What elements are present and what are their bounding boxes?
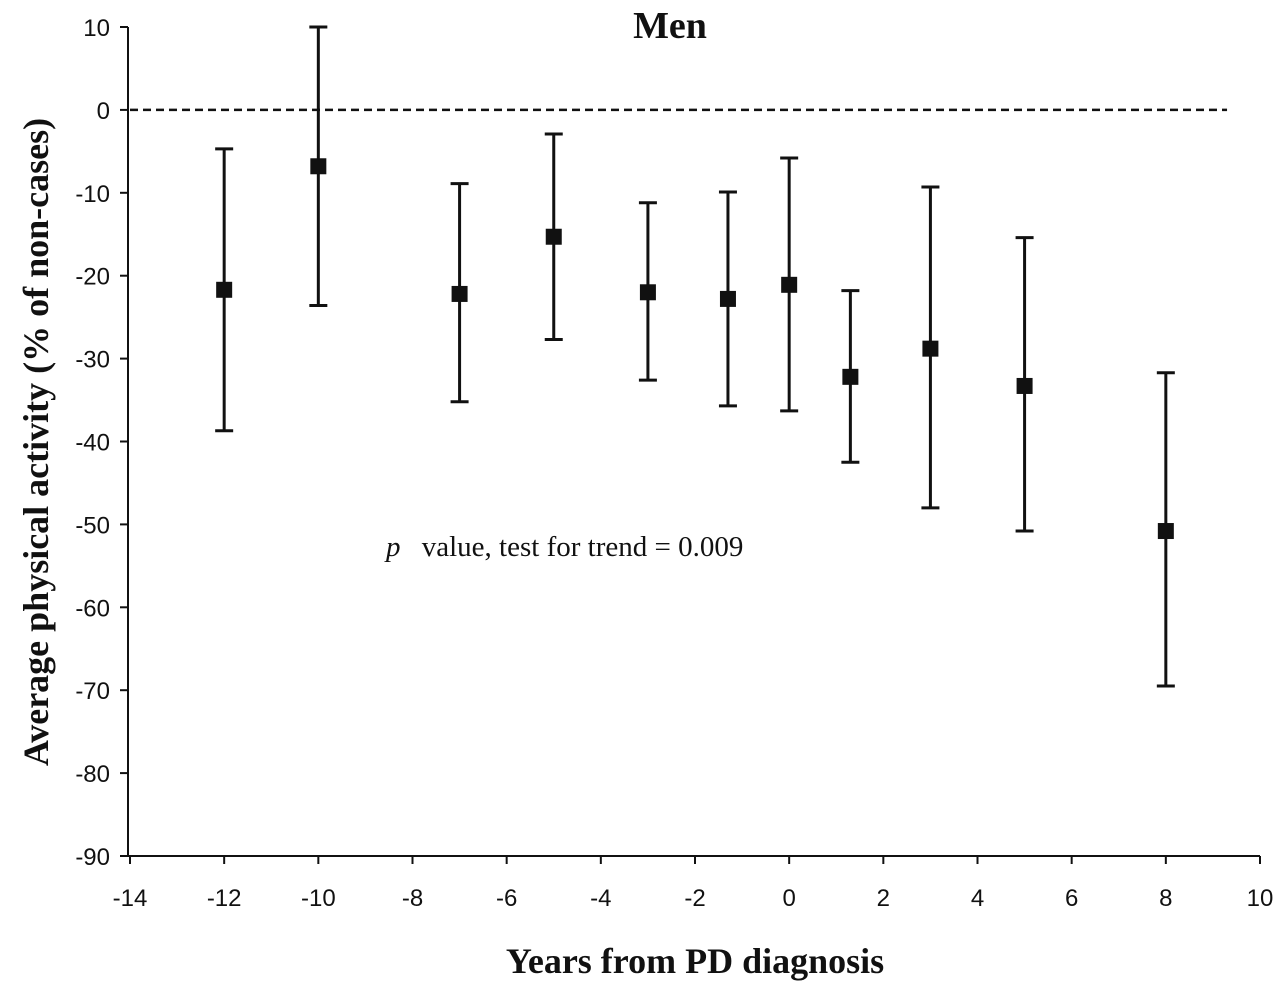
data-marks bbox=[215, 25, 1175, 688]
point-marker bbox=[1016, 377, 1033, 394]
point-marker bbox=[216, 281, 233, 298]
point-marker bbox=[719, 290, 736, 307]
x-tick-label: -12 bbox=[207, 885, 242, 912]
y-tick-label: -50 bbox=[75, 512, 110, 539]
y-tick-label: -70 bbox=[75, 678, 110, 705]
y-tick-label: -20 bbox=[75, 264, 110, 291]
y-tick-label: 0 bbox=[97, 98, 110, 125]
data-point bbox=[450, 182, 469, 404]
x-tick-label: 0 bbox=[782, 885, 795, 912]
y-tick-label: -10 bbox=[75, 181, 110, 208]
point-marker bbox=[922, 340, 939, 357]
x-tick-label: 6 bbox=[1065, 885, 1078, 912]
point-marker bbox=[1157, 523, 1174, 540]
x-tick-label: 10 bbox=[1247, 885, 1274, 912]
x-tick-label: -10 bbox=[301, 885, 336, 912]
x-tick-label: 2 bbox=[877, 885, 890, 912]
y-tick-label: -30 bbox=[75, 347, 110, 374]
x-tick-label: -8 bbox=[402, 885, 423, 912]
data-point bbox=[1015, 236, 1034, 533]
data-point bbox=[841, 289, 860, 464]
point-marker bbox=[781, 276, 798, 293]
point-marker bbox=[639, 284, 656, 301]
x-tick-label: 4 bbox=[971, 885, 984, 912]
y-tick-label: 10 bbox=[83, 15, 110, 42]
data-point bbox=[309, 25, 328, 308]
chart-title: Men bbox=[633, 5, 707, 47]
point-marker bbox=[451, 285, 468, 302]
axes bbox=[127, 27, 1260, 857]
x-axis-ticks: -14 -12 -10 -8 -6 -4 -2 0 2 4 6 8 10 bbox=[113, 856, 1274, 912]
y-tick-label: -40 bbox=[75, 430, 110, 457]
x-tick-label: -14 bbox=[113, 885, 148, 912]
data-point bbox=[921, 185, 940, 510]
data-point bbox=[544, 132, 563, 342]
y-tick-label: -60 bbox=[75, 595, 110, 622]
point-marker bbox=[310, 158, 327, 175]
x-tick-label: -6 bbox=[496, 885, 517, 912]
data-point bbox=[638, 201, 657, 382]
y-tick-label: -80 bbox=[75, 761, 110, 788]
data-point bbox=[215, 147, 234, 433]
point-marker bbox=[545, 228, 562, 245]
y-axis-title: Average physical activity (% of non-case… bbox=[16, 118, 56, 766]
x-tick-label: -2 bbox=[684, 885, 705, 912]
data-point bbox=[780, 156, 799, 413]
annotation-text: value, test for trend = 0.009 bbox=[422, 531, 744, 563]
x-tick-label: -4 bbox=[590, 885, 611, 912]
trend-annotation: p value, test for trend = 0.009 bbox=[384, 531, 743, 563]
annotation-p-symbol: p bbox=[384, 531, 401, 563]
y-tick-label: -90 bbox=[75, 844, 110, 871]
point-marker bbox=[842, 368, 859, 385]
y-axis-ticks: 10 0 -10 -20 -30 -40 -50 -60 -70 -80 -90 bbox=[75, 15, 128, 871]
data-point bbox=[1156, 371, 1175, 688]
x-axis-title: Years from PD diagnosis bbox=[506, 941, 884, 981]
data-point bbox=[718, 190, 737, 408]
x-tick-label: 8 bbox=[1159, 885, 1172, 912]
